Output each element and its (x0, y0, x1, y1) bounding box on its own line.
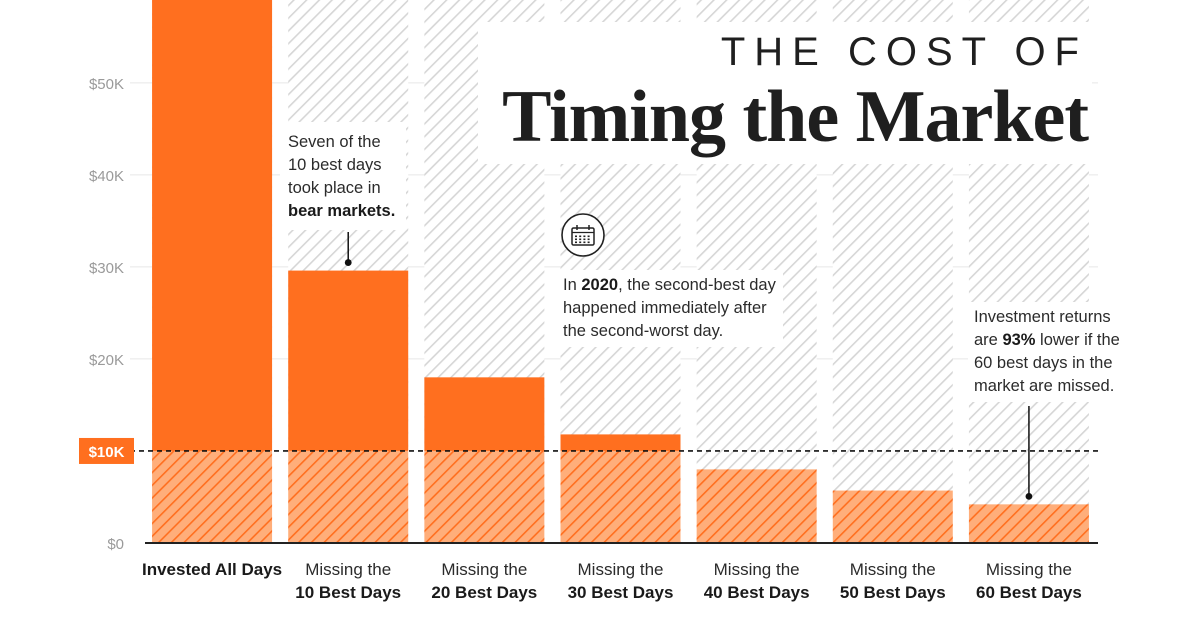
note-returns-post: lower if the 60 best days in the market … (974, 331, 1120, 395)
category-label-line1: Missing the (305, 560, 392, 579)
bar-hatched-2 (424, 450, 545, 543)
category-label-line1: Missing the (713, 560, 800, 579)
y-axis: $0 $20K $30K $40K $50K $10K (79, 76, 1098, 553)
calendar-icon-day (583, 235, 586, 238)
calendar-icon-day (575, 235, 577, 238)
title-line-1: THE COST OF (720, 30, 1088, 74)
note-2020: In 2020, the second-best day happened im… (557, 270, 783, 347)
title-block: THE COST OF Timing the Market (478, 22, 1092, 164)
category-label-line2: 40 Best Days (703, 583, 810, 602)
category-label-line2: 10 Best Days (295, 583, 402, 602)
calendar-icon-circle (561, 213, 605, 257)
calendar-icon-day (587, 235, 590, 238)
category-label-line2: 60 Best Days (976, 583, 1082, 602)
bar-hatched-0 (152, 450, 273, 543)
category-label-line1: Missing the (577, 560, 664, 579)
category-label-line2: 30 Best Days (567, 583, 674, 602)
category-label-line1: Invested All Days (141, 560, 283, 579)
category-label-line1: Missing the (441, 560, 528, 579)
category-label-line2: 20 Best Days (431, 583, 538, 602)
note-bear-text: Seven of the 10 best days took place in (288, 133, 382, 197)
category-label-1: Missing the 10 Best Days (273, 558, 423, 604)
calendar-icon-day (587, 238, 590, 241)
bar-hatched-6 (968, 504, 1089, 543)
bars (152, 0, 1089, 543)
calendar-icon-day (579, 238, 582, 241)
note-returns-pre: Investment returns are (974, 308, 1111, 349)
calendar-icon-day (583, 241, 586, 244)
category-label-line1: Missing the (985, 560, 1072, 579)
baseline-badge (79, 437, 134, 464)
baseline-badge-label: $10K (89, 444, 125, 461)
note-returns: Investment returns are 93% lower if the … (968, 302, 1140, 402)
title-line-2: Timing the Market (502, 76, 1089, 158)
y-tick-label-2: $20K (89, 352, 124, 369)
calendar-icon-day (575, 238, 577, 241)
note-returns-bold: 93% (1002, 331, 1036, 349)
returns-pointer-dot (1025, 492, 1033, 500)
bar-solid-0 (152, 0, 273, 451)
bar-hatched-5 (832, 490, 953, 543)
calendar-icon-day (575, 241, 577, 244)
bar-solid-2 (424, 377, 545, 451)
y-tick-label-3: $30K (89, 260, 124, 277)
bar-hatched-3 (560, 450, 681, 543)
bar-hatched-4 (696, 469, 817, 543)
calendar-icon-day (579, 235, 582, 238)
bar-solid-3 (560, 434, 681, 451)
category-label-line1: Missing the (849, 560, 936, 579)
calendar-icon-body (571, 227, 595, 246)
note-2020-pre: In (563, 276, 582, 294)
category-label-4: Missing the 40 Best Days (682, 558, 832, 604)
note-bear-markets: Seven of the 10 best days took place in … (282, 127, 406, 227)
y-tick-label-5: $50K (89, 76, 124, 93)
calendar-icon-day (579, 241, 582, 244)
note-2020-bold: 2020 (581, 276, 619, 294)
y-tick-label-0: $0 (107, 536, 124, 553)
y-tick-label-4: $40K (89, 168, 124, 185)
category-label-5: Missing the 50 Best Days (818, 558, 968, 604)
category-label-2: Missing the 20 Best Days (409, 558, 559, 604)
category-label-3: Missing the 30 Best Days (546, 558, 696, 604)
note-bear-bold: bear markets. (288, 202, 396, 220)
category-label-6: Missing the 60 Best Days (954, 558, 1104, 604)
calendar-icon (561, 213, 605, 257)
bar-hatched-1 (288, 450, 409, 543)
note-2020-post: , the second-best day happened immediate… (563, 276, 776, 340)
calendar-icon-day (587, 241, 590, 244)
category-label-0: Invested All Days (137, 558, 287, 581)
category-label-line2: 50 Best Days (839, 583, 946, 602)
calendar-icon-day (583, 238, 586, 241)
bar-solid-1 (288, 270, 409, 451)
bear-pointer-dot (344, 259, 352, 266)
